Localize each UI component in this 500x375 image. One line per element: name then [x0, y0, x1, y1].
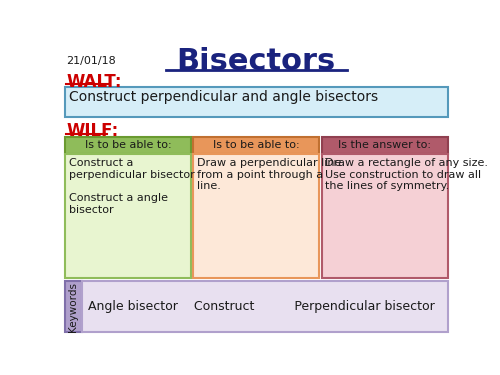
Text: Is to be able to:: Is to be able to: [213, 140, 300, 150]
FancyBboxPatch shape [322, 154, 448, 278]
Text: Angle bisector    Construct          Perpendicular bisector: Angle bisector Construct Perpendicular b… [88, 300, 435, 313]
Text: Is the answer to:: Is the answer to: [338, 140, 431, 150]
FancyBboxPatch shape [65, 87, 448, 117]
Text: Draw a perpendicular line
from a point through a
line.: Draw a perpendicular line from a point t… [197, 158, 342, 191]
FancyBboxPatch shape [322, 136, 448, 154]
Text: Construct a
perpendicular bisector

Construct a angle
bisector: Construct a perpendicular bisector Const… [68, 158, 194, 214]
Text: Bisectors: Bisectors [176, 47, 336, 76]
Text: WILF:: WILF: [66, 122, 118, 140]
Text: Is to be able to:: Is to be able to: [84, 140, 171, 150]
Text: Draw a rectangle of any size.
Use construction to draw all
the lines of symmetry: Draw a rectangle of any size. Use constr… [326, 158, 488, 191]
FancyBboxPatch shape [65, 136, 191, 154]
Text: Construct perpendicular and angle bisectors: Construct perpendicular and angle bisect… [70, 90, 378, 104]
FancyBboxPatch shape [193, 154, 320, 278]
Text: WALT:: WALT: [66, 73, 122, 91]
FancyBboxPatch shape [82, 281, 448, 332]
Text: Keywords: Keywords [68, 282, 78, 332]
FancyBboxPatch shape [65, 281, 82, 332]
FancyBboxPatch shape [65, 154, 191, 278]
FancyBboxPatch shape [193, 136, 320, 154]
Text: 21/01/18: 21/01/18 [66, 56, 116, 66]
